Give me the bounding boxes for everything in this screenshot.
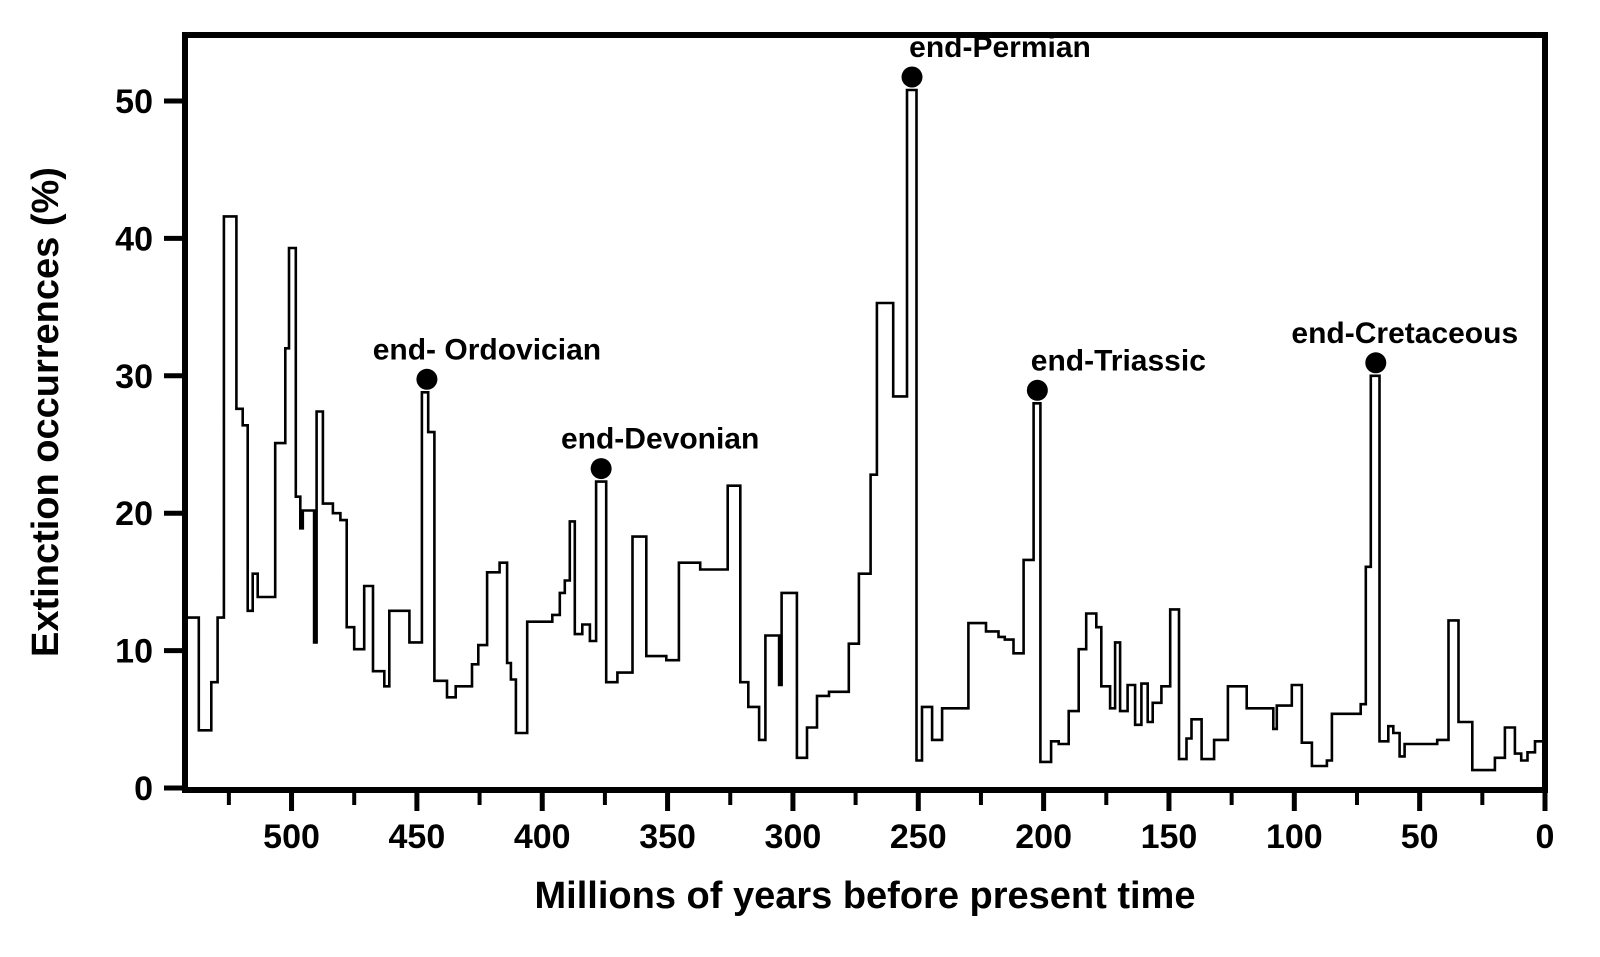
y-axis-tick-label: 0 <box>134 770 153 808</box>
extinction-event-dot <box>1026 379 1048 401</box>
extinction-event-dot <box>416 368 438 390</box>
x-axis-tick-label: 350 <box>639 818 696 856</box>
x-axis-tick-label: 150 <box>1141 818 1198 856</box>
x-axis-tick-label: 300 <box>765 818 822 856</box>
extinction-event-label: end-Triassic <box>1031 344 1206 377</box>
x-axis-tick-label: 200 <box>1015 818 1072 856</box>
plot-border <box>182 32 1548 793</box>
y-axis-tick-label: 40 <box>115 220 153 258</box>
x-axis-title: Millions of years before present time <box>535 875 1196 917</box>
x-axis-tick-label: 250 <box>890 818 947 856</box>
x-axis-tick-label: 450 <box>389 818 446 856</box>
extinction-event-dot <box>590 458 612 480</box>
x-axis-tick-label: 0 <box>1536 818 1555 856</box>
extinction-event-dot <box>901 66 923 88</box>
x-axis-tick-label: 400 <box>514 818 571 856</box>
extinction-event-label: end-Cretaceous <box>1291 317 1518 350</box>
y-axis-tick-label: 20 <box>115 495 153 533</box>
extinction-event-label: end- Ordovician <box>373 333 601 366</box>
extinction-event-label: end-Devonian <box>561 423 759 456</box>
extinction-curve <box>186 88 1545 772</box>
x-axis-tick-label: 500 <box>263 818 320 856</box>
y-axis-tick-label: 50 <box>115 83 153 121</box>
y-axis-tick-label: 30 <box>115 358 153 396</box>
extinction-event-label: end-Permian <box>909 31 1091 64</box>
extinction-event-dot <box>1365 352 1387 374</box>
y-axis-tick-label: 10 <box>115 633 153 671</box>
x-axis-tick-label: 100 <box>1266 818 1323 856</box>
x-axis-tick-label: 50 <box>1401 818 1439 856</box>
y-axis-title: Extinction occurrences (%) <box>25 167 67 657</box>
